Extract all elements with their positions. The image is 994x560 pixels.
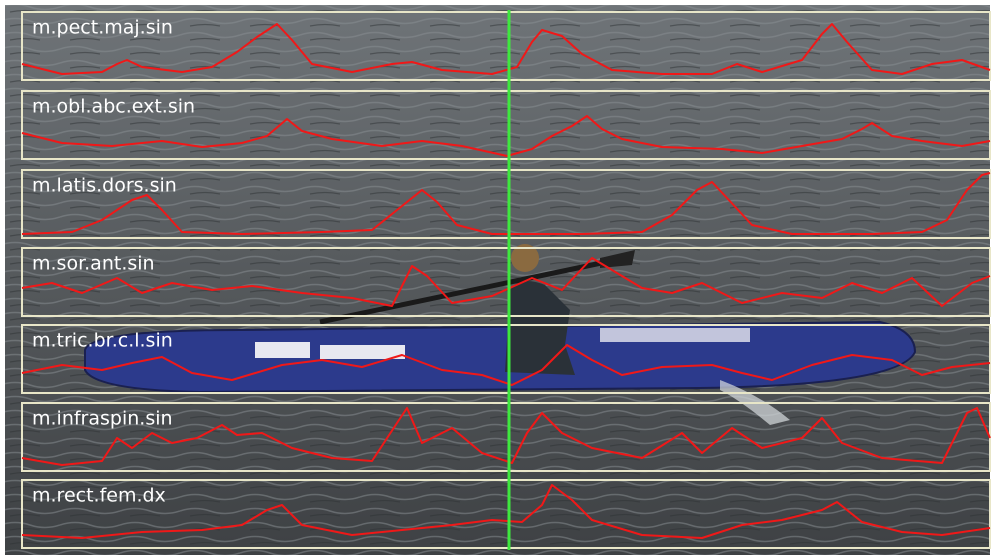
- channel: m.obl.abc.ext.sin: [21, 90, 991, 160]
- panel-frame: [21, 169, 991, 239]
- channel: m.tric.br.c.l.sin: [21, 324, 991, 394]
- channel-label: m.latis.dors.sin: [32, 175, 177, 197]
- channel: m.rect.fem.dx: [21, 479, 991, 549]
- panel-frame: [21, 324, 991, 394]
- channel: m.sor.ant.sin: [21, 247, 991, 317]
- sponsor-logo: [600, 328, 750, 342]
- channel-panels: m.pect.maj.sin m.obl.abc.ext.sin m.latis…: [21, 11, 991, 549]
- emg-trace: [21, 115, 991, 157]
- emg-trace: [21, 23, 991, 75]
- panel-frame: [21, 11, 991, 81]
- paddle: [319, 254, 631, 325]
- channel: m.latis.dors.sin: [21, 169, 991, 239]
- emg-trace: [21, 257, 991, 307]
- panel-frame: [21, 90, 991, 160]
- panel-frame: [21, 247, 991, 317]
- channel: m.pect.maj.sin: [21, 11, 991, 81]
- paddle-blade: [600, 250, 635, 268]
- sponsor-logo: [255, 342, 310, 358]
- sponsor-logo: [320, 345, 405, 359]
- channel: m.infraspin.sin: [21, 402, 991, 472]
- channel-label: m.pect.maj.sin: [32, 17, 173, 39]
- emg-trace: [21, 484, 991, 539]
- paddler: [505, 281, 575, 375]
- waves: [5, 5, 990, 555]
- channel-label: m.rect.fem.dx: [32, 485, 166, 507]
- channel-label: m.sor.ant.sin: [32, 253, 155, 275]
- channel-label: m.tric.br.c.l.sin: [32, 330, 173, 352]
- emg-trace: [21, 344, 991, 386]
- panel-frame: [21, 479, 991, 549]
- emg-trace: [21, 407, 991, 466]
- emg-trace: [21, 172, 991, 235]
- channel-label: m.infraspin.sin: [32, 408, 173, 430]
- paddler-head: [511, 244, 539, 272]
- channel-label: m.obl.abc.ext.sin: [32, 96, 195, 118]
